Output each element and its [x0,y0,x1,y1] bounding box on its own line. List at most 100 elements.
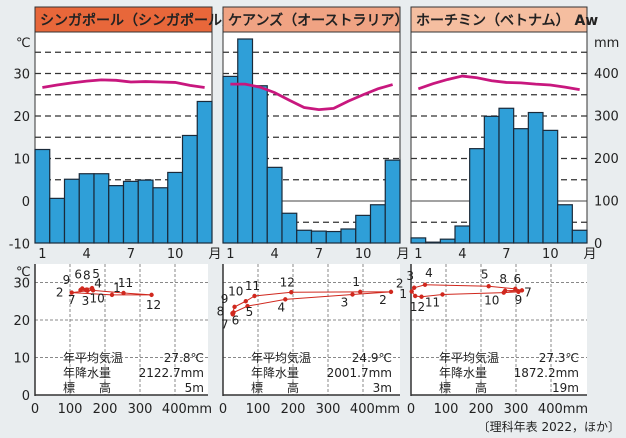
scatter-point-month-2 [69,290,74,295]
stat-value-elevation: 19m [552,381,579,395]
scatter-point-month-5 [486,284,491,289]
month-tick: 4 [458,247,466,262]
scatter-point-month-8 [230,311,235,316]
precip-bar-month-4 [78,173,95,244]
scatter-x-tick: 400mm [538,402,588,417]
precip-bar-month-2 [49,197,66,244]
precip-unit-label: mm [594,36,619,51]
scatter-point-month-1 [413,293,418,299]
scatter-point-month-9 [232,304,237,310]
scatter-x-tick: 200 [281,402,306,417]
precip-bar-month-3 [251,85,268,244]
stat-label: 標 高 [251,380,299,395]
scatter-x-tick: 0 [219,402,227,417]
stat-label: 標 高 [63,380,111,395]
scatter-month-label: 10 [484,294,499,308]
precip-bar-month-12 [196,100,213,244]
scatter-month-label: 7 [524,285,532,299]
precip-bar-month-1 [222,75,239,244]
precip-bar-month-11 [557,204,573,244]
temperature-line [230,82,394,112]
scatter-month-label: 6 [513,272,521,286]
stat-label: 標 高 [439,380,487,395]
scatter-month-label: 7 [68,293,76,307]
precip-bar-month-1 [34,148,51,244]
scatter-month-label: 1 [352,275,360,289]
precip-bar-month-2 [425,241,441,244]
scatter-x-tick: 100 [434,402,459,417]
stat-label: 年平均気温 [63,350,123,365]
precip-bar-month-11 [181,134,198,244]
stat-value-annual_precip: 1872.2mm [514,366,579,380]
scatter-month-label: 2 [396,277,404,291]
panel-title: ホーチミン（ベトナム） Aw [416,13,598,29]
scatter-temp-unit: ℃ [16,265,31,280]
scatter-month-label: 9 [515,293,523,307]
scatter-x-tick: 400mm [162,402,212,417]
panel-header [34,6,213,33]
scatter-point-month-2 [388,289,394,295]
month-tick: 10 [542,247,559,262]
temp-tick-label: 10 [13,153,30,168]
scatter-point-month-1 [109,292,115,298]
scatter-month-label: 10 [228,284,243,298]
month-tick: 10 [355,247,372,262]
precip-tick-label: 300 [594,110,619,125]
scatter-point-month-1 [358,289,363,295]
scatter-x-tick: 300 [316,402,341,417]
scatter-area [411,264,587,395]
scatter-temp-tick: 10 [13,352,30,367]
scatter-point-month-4 [283,297,288,302]
scatter-month-label: 3 [406,269,414,283]
month-tick: 10 [167,247,184,262]
scatter-point-month-5 [245,303,250,309]
precip-bar-month-5 [93,173,110,244]
precip-bar-month-6 [296,229,313,244]
month-tick: 7 [127,247,135,262]
scatter-area [223,264,400,395]
precip-tick-label: 0 [594,237,602,252]
stat-value-mean_temp: 24.9℃ [352,351,392,365]
precip-tick-label: 100 [594,195,619,210]
scatter-point-month-11 [252,293,257,299]
precip-bar-month-6 [108,185,125,244]
temp-tick-label: 0 [22,195,30,210]
scatter-month-label: 6 [74,268,82,282]
scatter-temp-tick: 30 [13,277,30,292]
stat-label: 年降水量 [63,366,111,380]
scatter-x-tick: 300 [128,402,153,417]
scatter-month-label: 2 [379,293,387,307]
stat-label: 年降水量 [251,366,299,380]
precip-bar-month-9 [340,228,357,244]
scatter-month-label: 3 [341,296,349,310]
panel-header [410,6,588,33]
scatter-month-label: 8 [499,272,507,286]
scatter-point-month-10 [90,288,96,293]
precip-bar-month-7 [498,107,515,244]
scatter-point-month-11 [121,290,126,296]
month-unit: 月 [208,247,221,262]
panel-header [222,6,401,33]
scatter-x-tick: 200 [93,402,118,417]
precip-bar-month-8 [137,179,154,244]
scatter-month-label: 8 [217,304,225,318]
scatter-month-label: 8 [83,269,91,283]
precip-bar-month-7 [122,180,139,244]
precip-bar-month-5 [469,148,485,244]
scatter-point-month-12 [419,294,424,299]
scatter-x-tick: 200 [469,402,494,417]
scatter-month-label: 5 [481,267,489,281]
scatter-month-label: 2 [56,286,64,300]
source-note: 〔理科年表 2022，ほか〕 [478,420,620,434]
temperature-line [42,78,205,89]
precip-bar-month-7 [310,230,327,244]
scatter-point-month-9 [516,289,521,295]
precip-bar-month-10 [355,214,372,244]
precip-bar-month-10 [167,171,184,244]
scatter-month-label: 4 [94,276,102,290]
temp-tick-label: -10 [9,238,30,253]
month-tick: 1 [226,247,234,262]
scatter-month-label: 10 [89,291,104,305]
stat-label: 年平均気温 [251,350,311,365]
